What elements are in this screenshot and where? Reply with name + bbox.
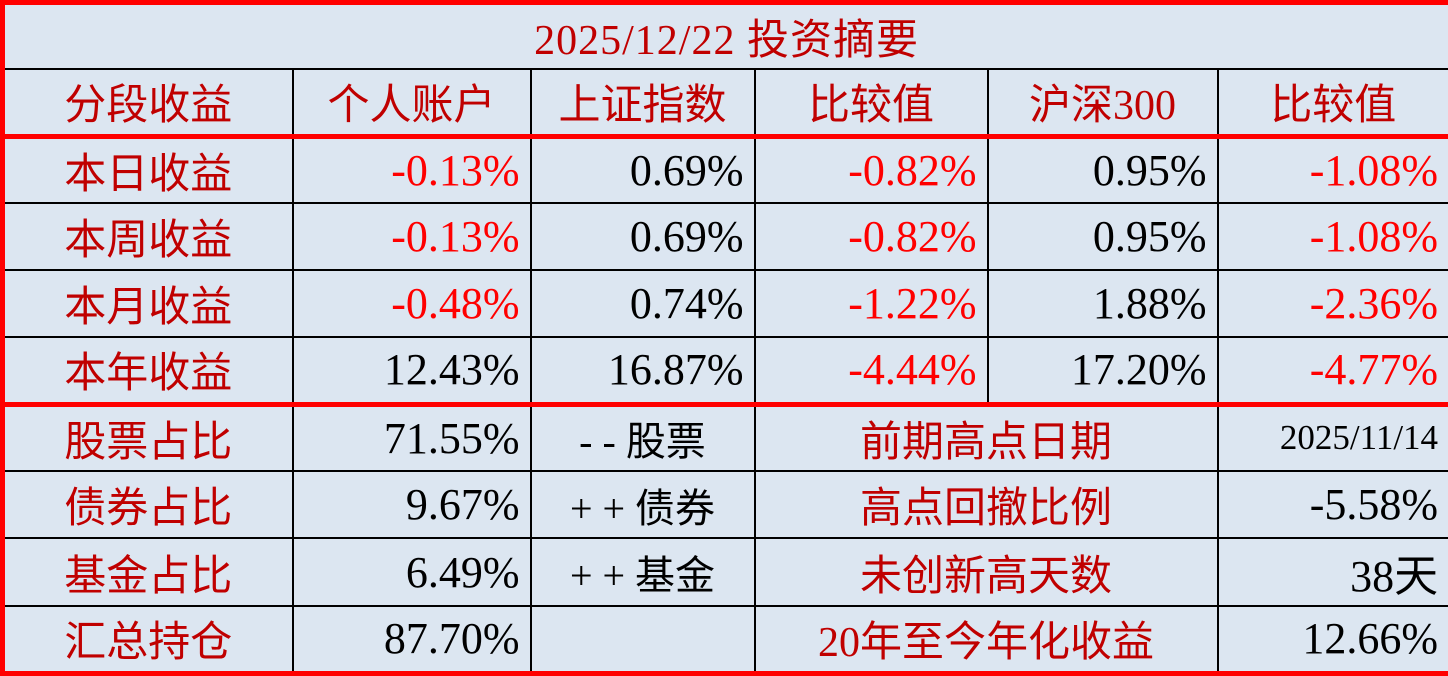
header-sse-index: 上证指数 bbox=[531, 69, 755, 136]
header-comparison-sse: 比较值 bbox=[755, 69, 988, 136]
monthly-return-label: 本月收益 bbox=[3, 270, 293, 337]
yearly-personal-value: 12.43% bbox=[293, 337, 531, 404]
daily-personal-value: -0.13% bbox=[293, 136, 531, 203]
monthly-csi300-diff-value: -2.36% bbox=[1218, 270, 1448, 337]
title-row: 2025/12/22 投资摘要 bbox=[3, 3, 1448, 70]
yearly-return-label: 本年收益 bbox=[3, 337, 293, 404]
fund-allocation-label: 基金占比 bbox=[3, 538, 293, 606]
monthly-sse-value: 0.74% bbox=[531, 270, 755, 337]
weekly-csi300-diff-value: -1.08% bbox=[1218, 203, 1448, 270]
table-title: 2025/12/22 投资摘要 bbox=[3, 3, 1448, 70]
peak-date-label: 前期高点日期 bbox=[755, 404, 1218, 471]
header-comparison-csi300: 比较值 bbox=[1218, 69, 1448, 136]
daily-sse-value: 0.69% bbox=[531, 136, 755, 203]
bond-allocation-value: 9.67% bbox=[293, 471, 531, 538]
drawdown-value: -5.58% bbox=[1218, 471, 1448, 538]
row-daily-return: 本日收益 -0.13% 0.69% -0.82% 0.95% -1.08% bbox=[3, 136, 1448, 203]
weekly-csi300-value: 0.95% bbox=[988, 203, 1218, 270]
yearly-sse-diff-value: -4.44% bbox=[755, 337, 988, 404]
stock-allocation-value: 71.55% bbox=[293, 404, 531, 471]
daily-sse-diff-value: -0.82% bbox=[755, 136, 988, 203]
row-bond-allocation: 债券占比 9.67% + + 债券 高点回撤比例 -5.58% bbox=[3, 471, 1448, 538]
row-fund-allocation: 基金占比 6.49% + + 基金 未创新高天数 38天 bbox=[3, 538, 1448, 606]
stock-allocation-label: 股票占比 bbox=[3, 404, 293, 471]
fund-signal: + + 基金 bbox=[531, 538, 755, 606]
annualized-return-label: 20年至今年化收益 bbox=[755, 606, 1218, 673]
monthly-sse-diff-value: -1.22% bbox=[755, 270, 988, 337]
row-monthly-return: 本月收益 -0.48% 0.74% -1.22% 1.88% -2.36% bbox=[3, 270, 1448, 337]
days-without-high-label: 未创新高天数 bbox=[755, 538, 1218, 606]
header-row: 分段收益 个人账户 上证指数 比较值 沪深300 比较值 bbox=[3, 69, 1448, 136]
monthly-personal-value: -0.48% bbox=[293, 270, 531, 337]
daily-csi300-diff-value: -1.08% bbox=[1218, 136, 1448, 203]
drawdown-label: 高点回撤比例 bbox=[755, 471, 1218, 538]
fund-allocation-value: 6.49% bbox=[293, 538, 531, 606]
weekly-sse-diff-value: -0.82% bbox=[755, 203, 988, 270]
monthly-csi300-value: 1.88% bbox=[988, 270, 1218, 337]
header-segment-returns: 分段收益 bbox=[3, 69, 293, 136]
annualized-return-value: 12.66% bbox=[1218, 606, 1448, 673]
peak-date-value: 2025/11/14 bbox=[1218, 404, 1448, 471]
daily-csi300-value: 0.95% bbox=[988, 136, 1218, 203]
yearly-sse-value: 16.87% bbox=[531, 337, 755, 404]
yearly-csi300-diff-value: -4.77% bbox=[1218, 337, 1448, 404]
row-yearly-return: 本年收益 12.43% 16.87% -4.44% 17.20% -4.77% bbox=[3, 337, 1448, 404]
weekly-return-label: 本周收益 bbox=[3, 203, 293, 270]
bond-allocation-label: 债券占比 bbox=[3, 471, 293, 538]
yearly-csi300-value: 17.20% bbox=[988, 337, 1218, 404]
bond-signal: + + 债券 bbox=[531, 471, 755, 538]
weekly-personal-value: -0.13% bbox=[293, 203, 531, 270]
total-position-empty-cell bbox=[531, 606, 755, 673]
stock-signal: - - 股票 bbox=[531, 404, 755, 471]
row-total-position: 汇总持仓 87.70% 20年至今年化收益 12.66% bbox=[3, 606, 1448, 673]
header-csi300: 沪深300 bbox=[988, 69, 1218, 136]
header-personal-account: 个人账户 bbox=[293, 69, 531, 136]
daily-return-label: 本日收益 bbox=[3, 136, 293, 203]
weekly-sse-value: 0.69% bbox=[531, 203, 755, 270]
total-position-label: 汇总持仓 bbox=[3, 606, 293, 673]
row-stock-allocation: 股票占比 71.55% - - 股票 前期高点日期 2025/11/14 bbox=[3, 404, 1448, 471]
days-without-high-value: 38天 bbox=[1218, 538, 1448, 606]
row-weekly-return: 本周收益 -0.13% 0.69% -0.82% 0.95% -1.08% bbox=[3, 203, 1448, 270]
total-position-value: 87.70% bbox=[293, 606, 531, 673]
